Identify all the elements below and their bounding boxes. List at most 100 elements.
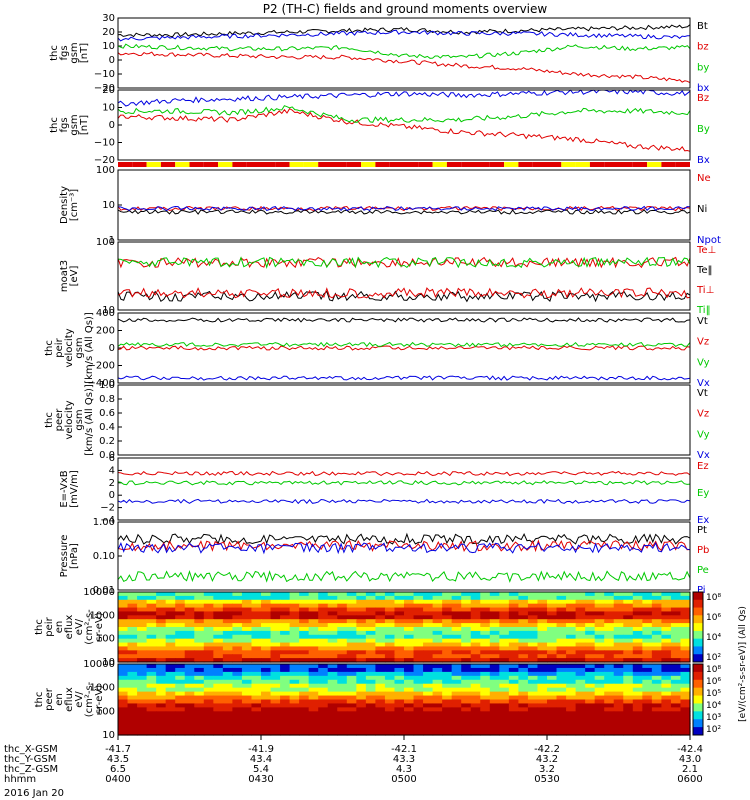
- spectrogram-cell: [566, 675, 577, 681]
- spectrogram-cell: [642, 592, 653, 597]
- spectrogram-cell: [661, 723, 672, 728]
- spectrogram-cell: [480, 646, 491, 651]
- spectrogram-cell: [384, 607, 396, 613]
- panel-8-ytick: 100: [96, 634, 115, 645]
- spectrogram-cell: [623, 654, 634, 659]
- spectrogram-cell: [556, 703, 567, 708]
- spectrogram-cell: [480, 658, 491, 663]
- spectrogram-cell: [156, 646, 167, 651]
- orbit-row-value: 5.4: [253, 764, 269, 775]
- spectrogram-cell: [585, 719, 596, 724]
- spectrogram-cell: [356, 615, 367, 620]
- spectrogram-cell: [375, 703, 386, 708]
- spectrogram-cell: [203, 691, 214, 697]
- spectrogram-cell: [251, 630, 262, 636]
- spectrogram-cell: [547, 711, 558, 716]
- spectrogram-cell: [451, 723, 462, 728]
- spectrogram-cell: [566, 595, 577, 601]
- spectrogram-cell: [327, 642, 338, 648]
- spectrogram-cell: [308, 727, 319, 732]
- spectrogram-cell: [241, 615, 253, 620]
- spectrogram-cell: [356, 654, 367, 659]
- spectrogram-cell: [327, 646, 338, 651]
- spectrogram-cell: [280, 634, 291, 640]
- spectrogram-cell: [175, 691, 186, 697]
- panel-0-legend-1: bz: [697, 42, 709, 53]
- spectrogram-cell: [318, 642, 329, 648]
- spectrogram-cell: [308, 638, 319, 644]
- spectrogram-cell: [251, 707, 262, 712]
- spectrogram-cell: [451, 675, 462, 681]
- spectrogram-cell: [327, 679, 338, 685]
- colorbar-swatch: [693, 607, 703, 616]
- spectrogram-cell: [470, 711, 481, 716]
- spectrogram-cell: [213, 671, 224, 677]
- spectrogram-cell: [270, 634, 281, 640]
- spectrogram-cell: [194, 592, 205, 597]
- spectrogram-cell: [213, 595, 224, 601]
- spectrogram-cell: [318, 711, 329, 716]
- spectrogram-cell: [661, 603, 672, 609]
- spectrogram-cell: [375, 630, 386, 636]
- spectrogram-cell: [318, 599, 329, 605]
- spectrogram-cell: [365, 592, 376, 597]
- spectrogram-cell: [527, 642, 539, 648]
- spectrogram-cell: [394, 595, 405, 601]
- panel-0-series-by: [117, 43, 691, 59]
- spectrogram-cell: [680, 731, 691, 736]
- spectrogram-cell: [184, 727, 195, 732]
- panel-1-legend-1: By: [697, 124, 710, 135]
- spectrogram-cell: [375, 699, 386, 705]
- spectrogram-cell: [318, 595, 329, 601]
- spectrogram-cell: [175, 671, 186, 677]
- spectrogram-cell: [356, 599, 367, 605]
- spectrogram-cell: [613, 607, 624, 613]
- spectrogram-cell: [585, 675, 596, 681]
- spectrogram-cell: [432, 731, 443, 736]
- spectrogram-cell: [232, 595, 243, 601]
- spectrogram-cell: [270, 603, 281, 609]
- spectrogram-cell: [461, 664, 472, 669]
- spectrogram-cell: [365, 731, 376, 736]
- colorbar-tick: 10²: [706, 653, 721, 663]
- spectrogram-cell: [632, 695, 643, 701]
- spectrogram-cell: [651, 623, 662, 628]
- spectrogram-cell: [556, 619, 567, 624]
- spectrogram-cell: [508, 707, 519, 712]
- spectrogram-cell: [232, 664, 243, 669]
- spectrogram-cell: [594, 703, 605, 708]
- spectrogram-cell: [499, 703, 510, 708]
- colorbar-tick: 10³: [706, 713, 721, 723]
- spectrogram-cell: [423, 642, 434, 648]
- spectrogram-cell: [118, 715, 129, 720]
- spectrogram-cell: [337, 611, 348, 616]
- spectrogram-cell: [337, 627, 348, 632]
- spectrogram-cell: [575, 664, 586, 669]
- spectrogram-cell: [299, 599, 310, 605]
- spectrogram-cell: [308, 711, 319, 716]
- spectrogram-cell: [594, 654, 605, 659]
- spectrogram-cell: [442, 599, 453, 605]
- spectrogram-cell: [270, 650, 281, 655]
- spectrogram-cell: [623, 611, 634, 616]
- spectrogram-cell: [318, 607, 329, 613]
- spectrogram-cell: [632, 731, 643, 736]
- spectrogram-cell: [547, 703, 558, 708]
- spectrogram-cell: [623, 627, 634, 632]
- spectrogram-cell: [432, 658, 443, 663]
- spectrogram-cell: [575, 719, 586, 724]
- spectrogram-cell: [375, 599, 386, 605]
- spectrogram-cell: [575, 723, 586, 728]
- panel-8-ylabel: sr-eV): [94, 612, 105, 641]
- spectrogram-cell: [432, 675, 443, 681]
- spectrogram-cell: [222, 595, 233, 601]
- spectrogram-cell: [442, 623, 453, 628]
- spectrogram-cell: [261, 607, 272, 613]
- spectrogram-cell: [394, 592, 405, 597]
- spectrogram-cell: [165, 703, 176, 708]
- spectrogram-cell: [518, 615, 529, 620]
- spectrogram-cell: [432, 619, 443, 624]
- spectrogram-cell: [318, 671, 329, 677]
- spectrogram-cell: [194, 658, 205, 663]
- spectrogram-cell: [661, 638, 672, 644]
